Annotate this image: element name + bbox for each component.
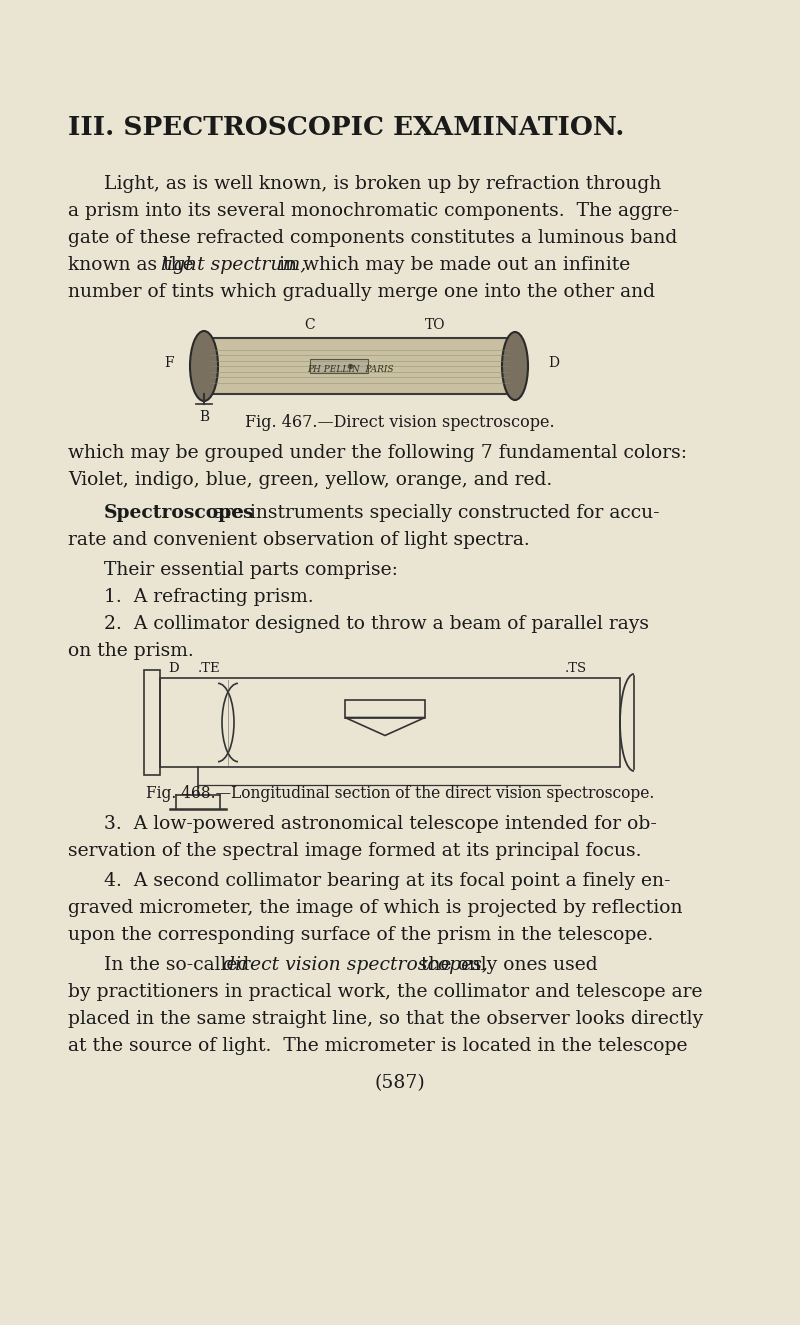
Text: .TS: .TS (565, 662, 587, 674)
Text: are instruments specially constructed for accu-: are instruments specially constructed fo… (207, 504, 660, 522)
Text: 3.  A low-powered astronomical telescope intended for ob-: 3. A low-powered astronomical telescope … (104, 815, 657, 833)
Text: C: C (305, 318, 315, 333)
Text: Fig. 468.—Longitudinal section of the direct vision spectroscope.: Fig. 468.—Longitudinal section of the di… (146, 784, 654, 802)
Bar (160, 678, 620, 767)
Text: known as the: known as the (68, 256, 200, 274)
Text: servation of the spectral image formed at its principal focus.: servation of the spectral image formed a… (68, 841, 642, 860)
Text: Light, as is well known, is broken up by refraction through: Light, as is well known, is broken up by… (104, 175, 662, 193)
Text: D: D (168, 662, 178, 674)
Bar (310, 359, 368, 374)
FancyBboxPatch shape (204, 338, 515, 394)
Bar (144, 670, 160, 775)
Text: .TE: .TE (198, 662, 221, 674)
Text: at the source of light.  The micrometer is located in the telescope: at the source of light. The micrometer i… (68, 1037, 687, 1055)
Ellipse shape (190, 331, 218, 401)
Text: Spectroscopes: Spectroscopes (104, 504, 254, 522)
Text: 4.  A second collimator bearing at its focal point a finely en-: 4. A second collimator bearing at its fo… (104, 872, 670, 890)
Text: Fig. 467.—Direct vision spectroscope.: Fig. 467.—Direct vision spectroscope. (245, 413, 555, 431)
Text: graved micrometer, the image of which is projected by reflection: graved micrometer, the image of which is… (68, 898, 682, 917)
Text: III. SPECTROSCOPIC EXAMINATION.: III. SPECTROSCOPIC EXAMINATION. (68, 115, 624, 140)
Text: by practitioners in practical work, the collimator and telescope are: by practitioners in practical work, the … (68, 983, 702, 1000)
Text: placed in the same straight line, so that the observer looks directly: placed in the same straight line, so tha… (68, 1010, 703, 1028)
Text: Their essential parts comprise:: Their essential parts comprise: (104, 560, 398, 579)
Text: the only ones used: the only ones used (415, 957, 598, 974)
Text: In the so-called: In the so-called (104, 957, 255, 974)
Text: Violet, indigo, blue, green, yellow, orange, and red.: Violet, indigo, blue, green, yellow, ora… (68, 470, 552, 489)
Text: F: F (164, 356, 174, 370)
Text: gate of these refracted components constitutes a luminous band: gate of these refracted components const… (68, 229, 678, 246)
Text: rate and convenient observation of light spectra.: rate and convenient observation of light… (68, 531, 530, 549)
Bar (345, 700, 425, 718)
Text: 1.  A refracting prism.: 1. A refracting prism. (104, 588, 314, 606)
Text: a prism into its several monochromatic components.  The aggre-: a prism into its several monochromatic c… (68, 201, 679, 220)
Text: 2.  A collimator designed to throw a beam of parallel rays: 2. A collimator designed to throw a beam… (104, 615, 649, 633)
Text: number of tints which gradually merge one into the other and: number of tints which gradually merge on… (68, 284, 655, 301)
Text: upon the corresponding surface of the prism in the telescope.: upon the corresponding surface of the pr… (68, 926, 654, 943)
Text: which may be grouped under the following 7 fundamental colors:: which may be grouped under the following… (68, 444, 687, 462)
Ellipse shape (502, 333, 528, 400)
Text: TO: TO (425, 318, 446, 333)
Text: B: B (199, 409, 209, 424)
Text: PH PELLIN  PARIS: PH PELLIN PARIS (306, 366, 394, 375)
Text: (587): (587) (374, 1075, 426, 1092)
Text: on the prism.: on the prism. (68, 643, 194, 660)
Text: direct vision spectroscopes,: direct vision spectroscopes, (223, 957, 488, 974)
Text: in which may be made out an infinite: in which may be made out an infinite (273, 256, 630, 274)
Text: D: D (548, 356, 559, 370)
Text: light spectrum,: light spectrum, (161, 256, 306, 274)
